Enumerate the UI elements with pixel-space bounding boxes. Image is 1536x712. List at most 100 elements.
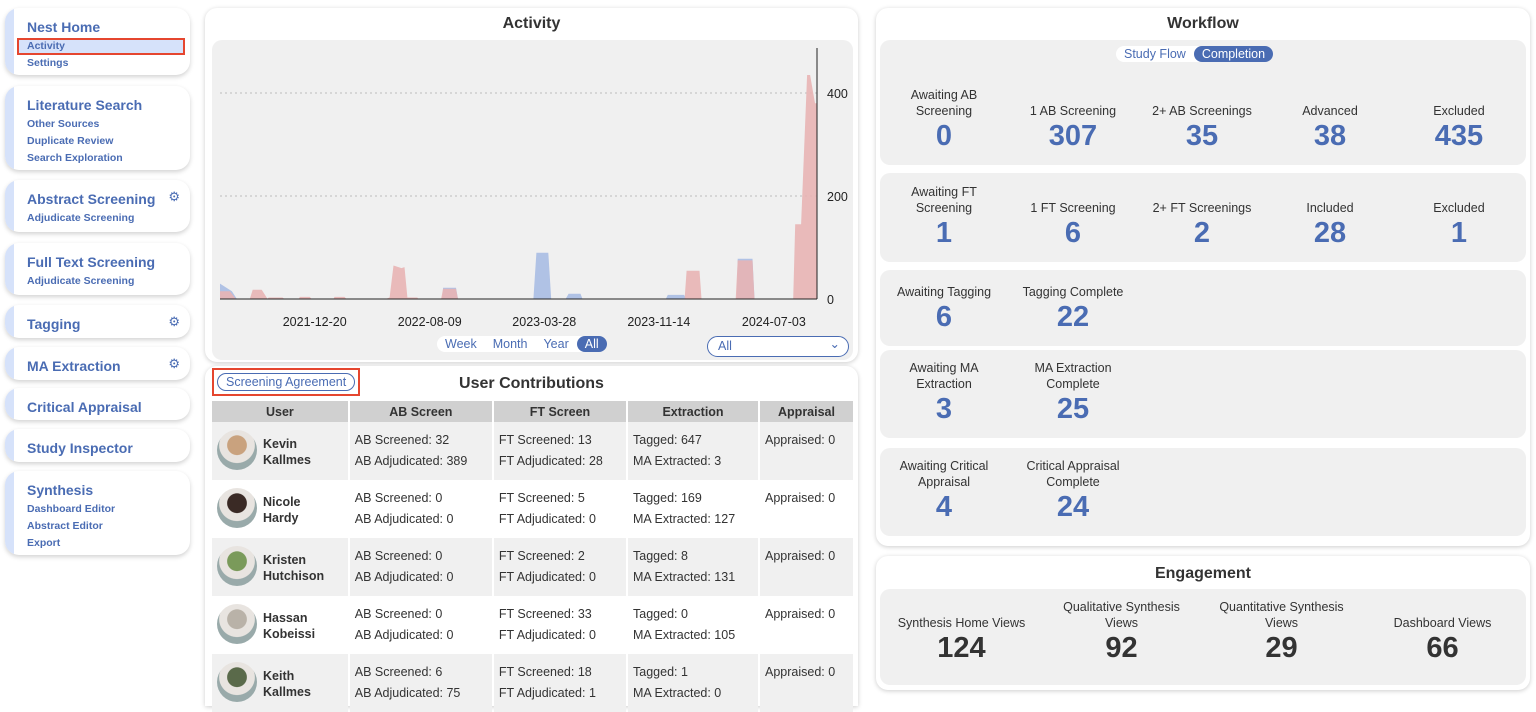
sidebar-item-duplicate-review[interactable]: Duplicate Review bbox=[27, 135, 114, 147]
workflow-stat[interactable]: Awaiting Critical Appraisal 4 bbox=[884, 458, 1004, 524]
range-week[interactable]: Week bbox=[445, 337, 477, 351]
sidebar-item-dashboard-editor[interactable]: Dashboard Editor bbox=[27, 503, 116, 515]
stat-ft1: FT Screened: 2 bbox=[498, 549, 585, 563]
gear-icon[interactable]: ⚙ bbox=[168, 314, 180, 329]
workflow-stat[interactable]: Awaiting MA Extraction 3 bbox=[884, 360, 1004, 426]
user-name: Nicole Hardy bbox=[263, 494, 301, 526]
toggle-study-flow[interactable]: Study Flow bbox=[1124, 47, 1186, 61]
stat-cell: AB Screened: 0 AB Adjudicated: 0 bbox=[350, 480, 492, 538]
stat-value: 0 bbox=[935, 120, 953, 152]
sidebar-item-other-sources[interactable]: Other Sources bbox=[27, 118, 100, 130]
stat-cell: Appraised: 0 bbox=[760, 538, 853, 596]
sidebar-item-activity[interactable]: Activity bbox=[17, 38, 185, 55]
stat-value: 1 bbox=[1450, 217, 1468, 249]
sidebar-title-ma-extraction[interactable]: MA Extraction bbox=[27, 358, 121, 374]
stat-cell: AB Screened: 6 AB Adjudicated: 75 bbox=[349, 654, 492, 712]
sidebar-item-search-exploration[interactable]: Search Exploration bbox=[27, 152, 123, 164]
workflow-stat[interactable]: Advanced 38 bbox=[1270, 87, 1390, 153]
workflow-stat[interactable]: Awaiting AB Screening 0 bbox=[884, 87, 1004, 153]
stat-cell: FT Screened: 13 FT Adjudicated: 28 bbox=[493, 422, 627, 480]
sidebar-item-settings[interactable]: Settings bbox=[27, 57, 69, 69]
stat-ft1: FT Screened: 5 bbox=[498, 491, 585, 505]
stat-label: 1 AB Screening bbox=[1029, 104, 1117, 118]
column-header-ab-screen: AB Screen bbox=[349, 401, 492, 422]
sidebar-item-adjudicate-screening[interactable]: Adjudicate Screening bbox=[27, 212, 135, 224]
workflow-stat[interactable]: Excluded 1 bbox=[1399, 184, 1519, 250]
sidebar-title-abstract-screening[interactable]: Abstract Screening bbox=[27, 191, 156, 207]
workflow-stat[interactable]: 1 AB Screening 307 bbox=[1013, 87, 1133, 153]
table-row: Hassan Kobeissi AB Screened: 0 AB Adjudicat… bbox=[212, 596, 853, 654]
workflow-stat[interactable]: 2+ AB Screenings 35 bbox=[1142, 87, 1262, 153]
sidebar-title-critical-appraisal[interactable]: Critical Appraisal bbox=[27, 399, 142, 415]
range-selector: Week Month Year All bbox=[437, 336, 607, 352]
stat-cell: Tagged: 1 MA Extracted: 0 bbox=[628, 654, 758, 712]
stat-label: Critical Appraisal Complete bbox=[1026, 459, 1120, 489]
workflow-stat[interactable]: 2+ FT Screenings 2 bbox=[1142, 184, 1262, 250]
avatar bbox=[217, 430, 257, 470]
activity-title: Activity bbox=[502, 15, 561, 32]
stat-cell: Appraised: 0 bbox=[760, 654, 853, 712]
filter-select[interactable]: All ⌄ bbox=[707, 336, 849, 357]
table-row: Kevin Kallmes AB Screened: 32 AB Adjudicate… bbox=[212, 422, 853, 480]
workflow-stat[interactable]: Included 28 bbox=[1270, 184, 1390, 250]
sidebar-item-abstract-editor[interactable]: Abstract Editor bbox=[27, 520, 103, 532]
sidebar-title-study-inspector[interactable]: Study Inspector bbox=[27, 440, 133, 456]
stat-ex1: Tagged: 647 bbox=[633, 433, 702, 447]
sidebar-title-nest-home[interactable]: Nest Home bbox=[27, 19, 101, 35]
workflow-panel: Workflow Study Flow Completion Awaiting AB… bbox=[876, 8, 1530, 546]
stat-ab2: AB Adjudicated: 0 bbox=[354, 512, 454, 526]
engagement-title: Engagement bbox=[1154, 565, 1251, 582]
stat-ex1: Tagged: 8 bbox=[633, 549, 688, 563]
range-all[interactable]: All bbox=[576, 336, 607, 352]
stat-ex2: MA Extracted: 131 bbox=[633, 570, 736, 584]
user-last-name: Kobeissi bbox=[263, 627, 316, 641]
workflow-stat[interactable]: Tagging Complete 22 bbox=[1013, 268, 1133, 334]
stat-ab2: AB Adjudicated: 389 bbox=[354, 454, 468, 468]
stat-ab1: AB Screened: 0 bbox=[354, 607, 443, 621]
user-first-name: Kristen bbox=[263, 553, 307, 567]
workflow-stat[interactable]: Awaiting Tagging 6 bbox=[884, 268, 1004, 334]
sidebar-card-study-inspector: Study Inspector bbox=[5, 429, 190, 462]
stat-cell: Appraised: 0 bbox=[760, 480, 853, 538]
workflow-stat[interactable]: Awaiting FT Screening 1 bbox=[884, 184, 1004, 250]
stat-ft1: FT Screened: 13 bbox=[498, 433, 592, 447]
stat-ex2: MA Extracted: 0 bbox=[633, 686, 722, 700]
sidebar-title-literature-search[interactable]: Literature Search bbox=[27, 97, 143, 113]
stat-label: Synthesis Home Views bbox=[897, 616, 1026, 630]
engagement-stat: Quantitative Synthesis Views 29 bbox=[1214, 599, 1349, 665]
workflow-section: Awaiting MA Extraction 3 MA Extraction Com… bbox=[880, 350, 1526, 438]
column-header-user: User bbox=[212, 401, 348, 422]
workflow-section: Awaiting FT Screening 1 1 FT Screening 6 2+ … bbox=[880, 173, 1526, 262]
engagement-stat: Dashboard Views 66 bbox=[1375, 599, 1510, 665]
workflow-title: Workflow bbox=[1167, 15, 1239, 32]
sidebar-title-tagging[interactable]: Tagging bbox=[27, 316, 81, 332]
stat-value: 3 bbox=[935, 393, 953, 425]
stat-ft2: FT Adjudicated: 0 bbox=[498, 512, 596, 526]
workflow-stat[interactable]: MA Extraction Complete 25 bbox=[1013, 360, 1133, 426]
stat-cell: FT Screened: 2 FT Adjudicated: 0 bbox=[493, 538, 627, 596]
range-year[interactable]: Year bbox=[543, 337, 569, 351]
stat-label: 1 FT Screening bbox=[1030, 201, 1116, 215]
workflow-stat[interactable]: Critical Appraisal Complete 24 bbox=[1013, 458, 1133, 524]
toggle-completion[interactable]: Completion bbox=[1193, 46, 1274, 62]
sidebar-title-synthesis[interactable]: Synthesis bbox=[27, 482, 94, 498]
y-tick-label: 200 bbox=[827, 190, 848, 204]
contributions-title: User Contributions bbox=[459, 375, 604, 392]
workflow-stat[interactable]: 1 FT Screening 6 bbox=[1013, 184, 1133, 250]
sidebar-item-adjudicate-screening[interactable]: Adjudicate Screening bbox=[27, 275, 135, 287]
sidebar-item-export[interactable]: Export bbox=[27, 537, 61, 549]
stat-value: 124 bbox=[937, 632, 986, 664]
engagement-stats: Synthesis Home Views 124 Qualitative Synth… bbox=[880, 589, 1526, 685]
range-month[interactable]: Month bbox=[492, 337, 528, 351]
engagement-stat: Qualitative Synthesis Views 92 bbox=[1054, 599, 1189, 665]
card-accent bbox=[5, 347, 14, 380]
workflow-stat[interactable]: Excluded 435 bbox=[1399, 87, 1519, 153]
stat-label: Awaiting FT Screening bbox=[911, 185, 977, 215]
gear-icon[interactable]: ⚙ bbox=[168, 189, 180, 204]
sidebar-title-full-text-screening[interactable]: Full Text Screening bbox=[27, 254, 156, 270]
stat-cell: AB Screened: 0 AB Adjudicated: 0 bbox=[350, 596, 492, 654]
contributions-table: User AB Screen FT Screen Extraction Appraisa… bbox=[210, 401, 855, 712]
gear-icon[interactable]: ⚙ bbox=[168, 356, 180, 371]
screening-agreement-button[interactable]: Screening Agreement bbox=[212, 368, 361, 396]
engagement-panel: Engagement Synthesis Home Views 124 Qualit… bbox=[876, 556, 1530, 690]
